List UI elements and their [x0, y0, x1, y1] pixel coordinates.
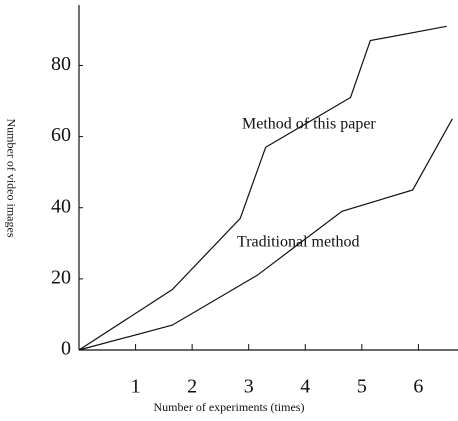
y-tick-label: 60 — [51, 124, 71, 146]
y-tick-label: 20 — [51, 266, 71, 288]
x-tick-label: 5 — [357, 376, 367, 398]
x-tick-label: 3 — [244, 376, 254, 398]
x-axis-title: Number of experiments (times) — [154, 400, 305, 414]
y-tick-label: 40 — [51, 195, 71, 217]
y-tick-label: 0 — [61, 338, 71, 360]
series-line — [78, 118, 453, 351]
y-tick-label: 80 — [51, 53, 71, 75]
annotation: Method of this paper — [242, 116, 376, 133]
x-tick-label: 4 — [300, 376, 310, 398]
x-tick-label: 2 — [187, 376, 197, 398]
x-tick-label: 1 — [131, 376, 141, 398]
y-axis-title: Number of video images — [4, 119, 18, 238]
annotation: Traditional method — [237, 234, 360, 251]
series-line — [78, 25, 447, 351]
x-tick-label: 6 — [413, 376, 423, 398]
